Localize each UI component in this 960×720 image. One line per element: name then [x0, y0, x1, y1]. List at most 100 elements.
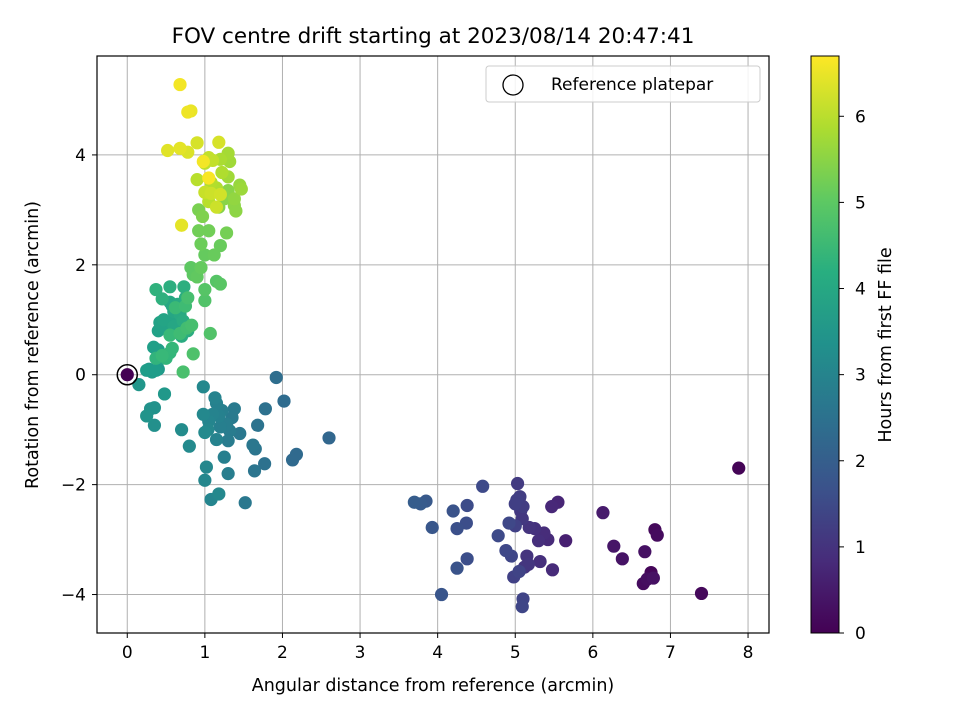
data-point [233, 426, 247, 441]
data-point [176, 365, 190, 379]
x-tick-label: 2 [277, 643, 288, 663]
data-point [202, 224, 216, 238]
colorbar-tick-label: 2 [855, 452, 866, 472]
data-point [221, 467, 235, 481]
data-point [646, 571, 660, 585]
reference-point [120, 368, 134, 382]
data-point [515, 600, 529, 614]
x-axis-label: Angular distance from reference (arcmin) [252, 676, 615, 696]
colorbar-gradient [810, 55, 840, 634]
data-point [460, 552, 474, 566]
y-tick-label: 0 [75, 366, 86, 386]
x-tick-label: 3 [355, 643, 366, 663]
data-point [269, 370, 283, 385]
data-point [181, 105, 195, 119]
data-point [434, 587, 449, 602]
x-tick-label: 7 [665, 643, 676, 663]
data-point [161, 143, 175, 158]
x-tick-label: 0 [122, 643, 133, 663]
data-point [173, 141, 187, 155]
data-point [531, 534, 546, 548]
data-point [165, 341, 179, 355]
legend: Reference platepar [485, 65, 761, 103]
data-point [155, 292, 169, 306]
data-point [212, 487, 226, 501]
data-point [450, 561, 464, 575]
data-point [177, 280, 191, 294]
chart-title: FOV centre drift starting at 2023/08/14 … [172, 24, 695, 49]
data-point [199, 460, 214, 474]
data-points [116, 77, 746, 614]
data-point [425, 520, 439, 535]
data-point [732, 461, 746, 475]
data-point [209, 200, 224, 214]
data-point [198, 473, 212, 487]
x-tick-label: 5 [510, 643, 521, 663]
data-point [508, 497, 522, 511]
data-point [607, 539, 621, 553]
y-axis-label: Rotation from reference (arcmin) [23, 201, 43, 489]
data-point [196, 380, 210, 394]
data-point [522, 520, 536, 535]
data-point [186, 347, 200, 361]
data-point [545, 500, 559, 514]
data-point [446, 504, 460, 518]
data-point [213, 420, 227, 434]
data-point [217, 450, 231, 464]
y-tick-label: −2 [61, 476, 86, 496]
data-point [277, 394, 291, 408]
colorbar-tick-label: 3 [855, 366, 866, 386]
data-point [545, 563, 560, 577]
data-point [140, 363, 154, 377]
data-point [174, 218, 189, 232]
x-tick-label: 4 [432, 643, 443, 663]
colorbar-tick-label: 1 [855, 538, 866, 558]
reference-platepar-marker [116, 363, 139, 386]
data-point [182, 439, 196, 453]
data-point [229, 204, 243, 218]
data-point [198, 282, 212, 297]
legend-label-reference: Reference platepar [551, 75, 713, 95]
data-point [502, 516, 516, 530]
y-tick-label: 4 [75, 146, 86, 166]
y-tick-label: 2 [75, 256, 86, 276]
data-point [213, 238, 227, 253]
y-tick-label: −4 [61, 586, 86, 606]
data-point [196, 407, 210, 421]
colorbar-tick-label: 4 [855, 280, 866, 300]
data-point [221, 434, 235, 448]
data-point [258, 402, 272, 416]
data-point [251, 418, 265, 432]
data-point [163, 280, 177, 294]
data-point [149, 363, 163, 377]
colorbar-ticks: 0 1 2 3 4 5 6 [839, 107, 866, 644]
data-point [694, 586, 709, 601]
data-point [238, 496, 252, 510]
data-point [512, 564, 526, 579]
data-point [147, 418, 162, 432]
data-point [615, 552, 629, 566]
data-point [181, 291, 195, 305]
data-point [638, 545, 652, 559]
data-point [234, 182, 248, 196]
data-point [198, 425, 212, 440]
colorbar-tick-label: 6 [855, 107, 866, 127]
data-point [155, 348, 169, 363]
data-point [209, 432, 224, 447]
legend-box [485, 65, 761, 103]
data-point [208, 391, 222, 405]
data-point [247, 464, 262, 478]
data-point [212, 135, 226, 149]
data-point [510, 476, 525, 491]
data-point [219, 226, 234, 240]
data-point [140, 409, 154, 423]
data-point [246, 438, 260, 452]
colorbar-tick-label: 0 [855, 624, 866, 644]
data-point [168, 301, 182, 315]
x-tick-label: 1 [199, 643, 210, 663]
data-point [190, 136, 204, 150]
data-point [322, 431, 336, 445]
data-point [499, 543, 513, 558]
data-point [174, 423, 189, 437]
data-point [198, 248, 212, 262]
